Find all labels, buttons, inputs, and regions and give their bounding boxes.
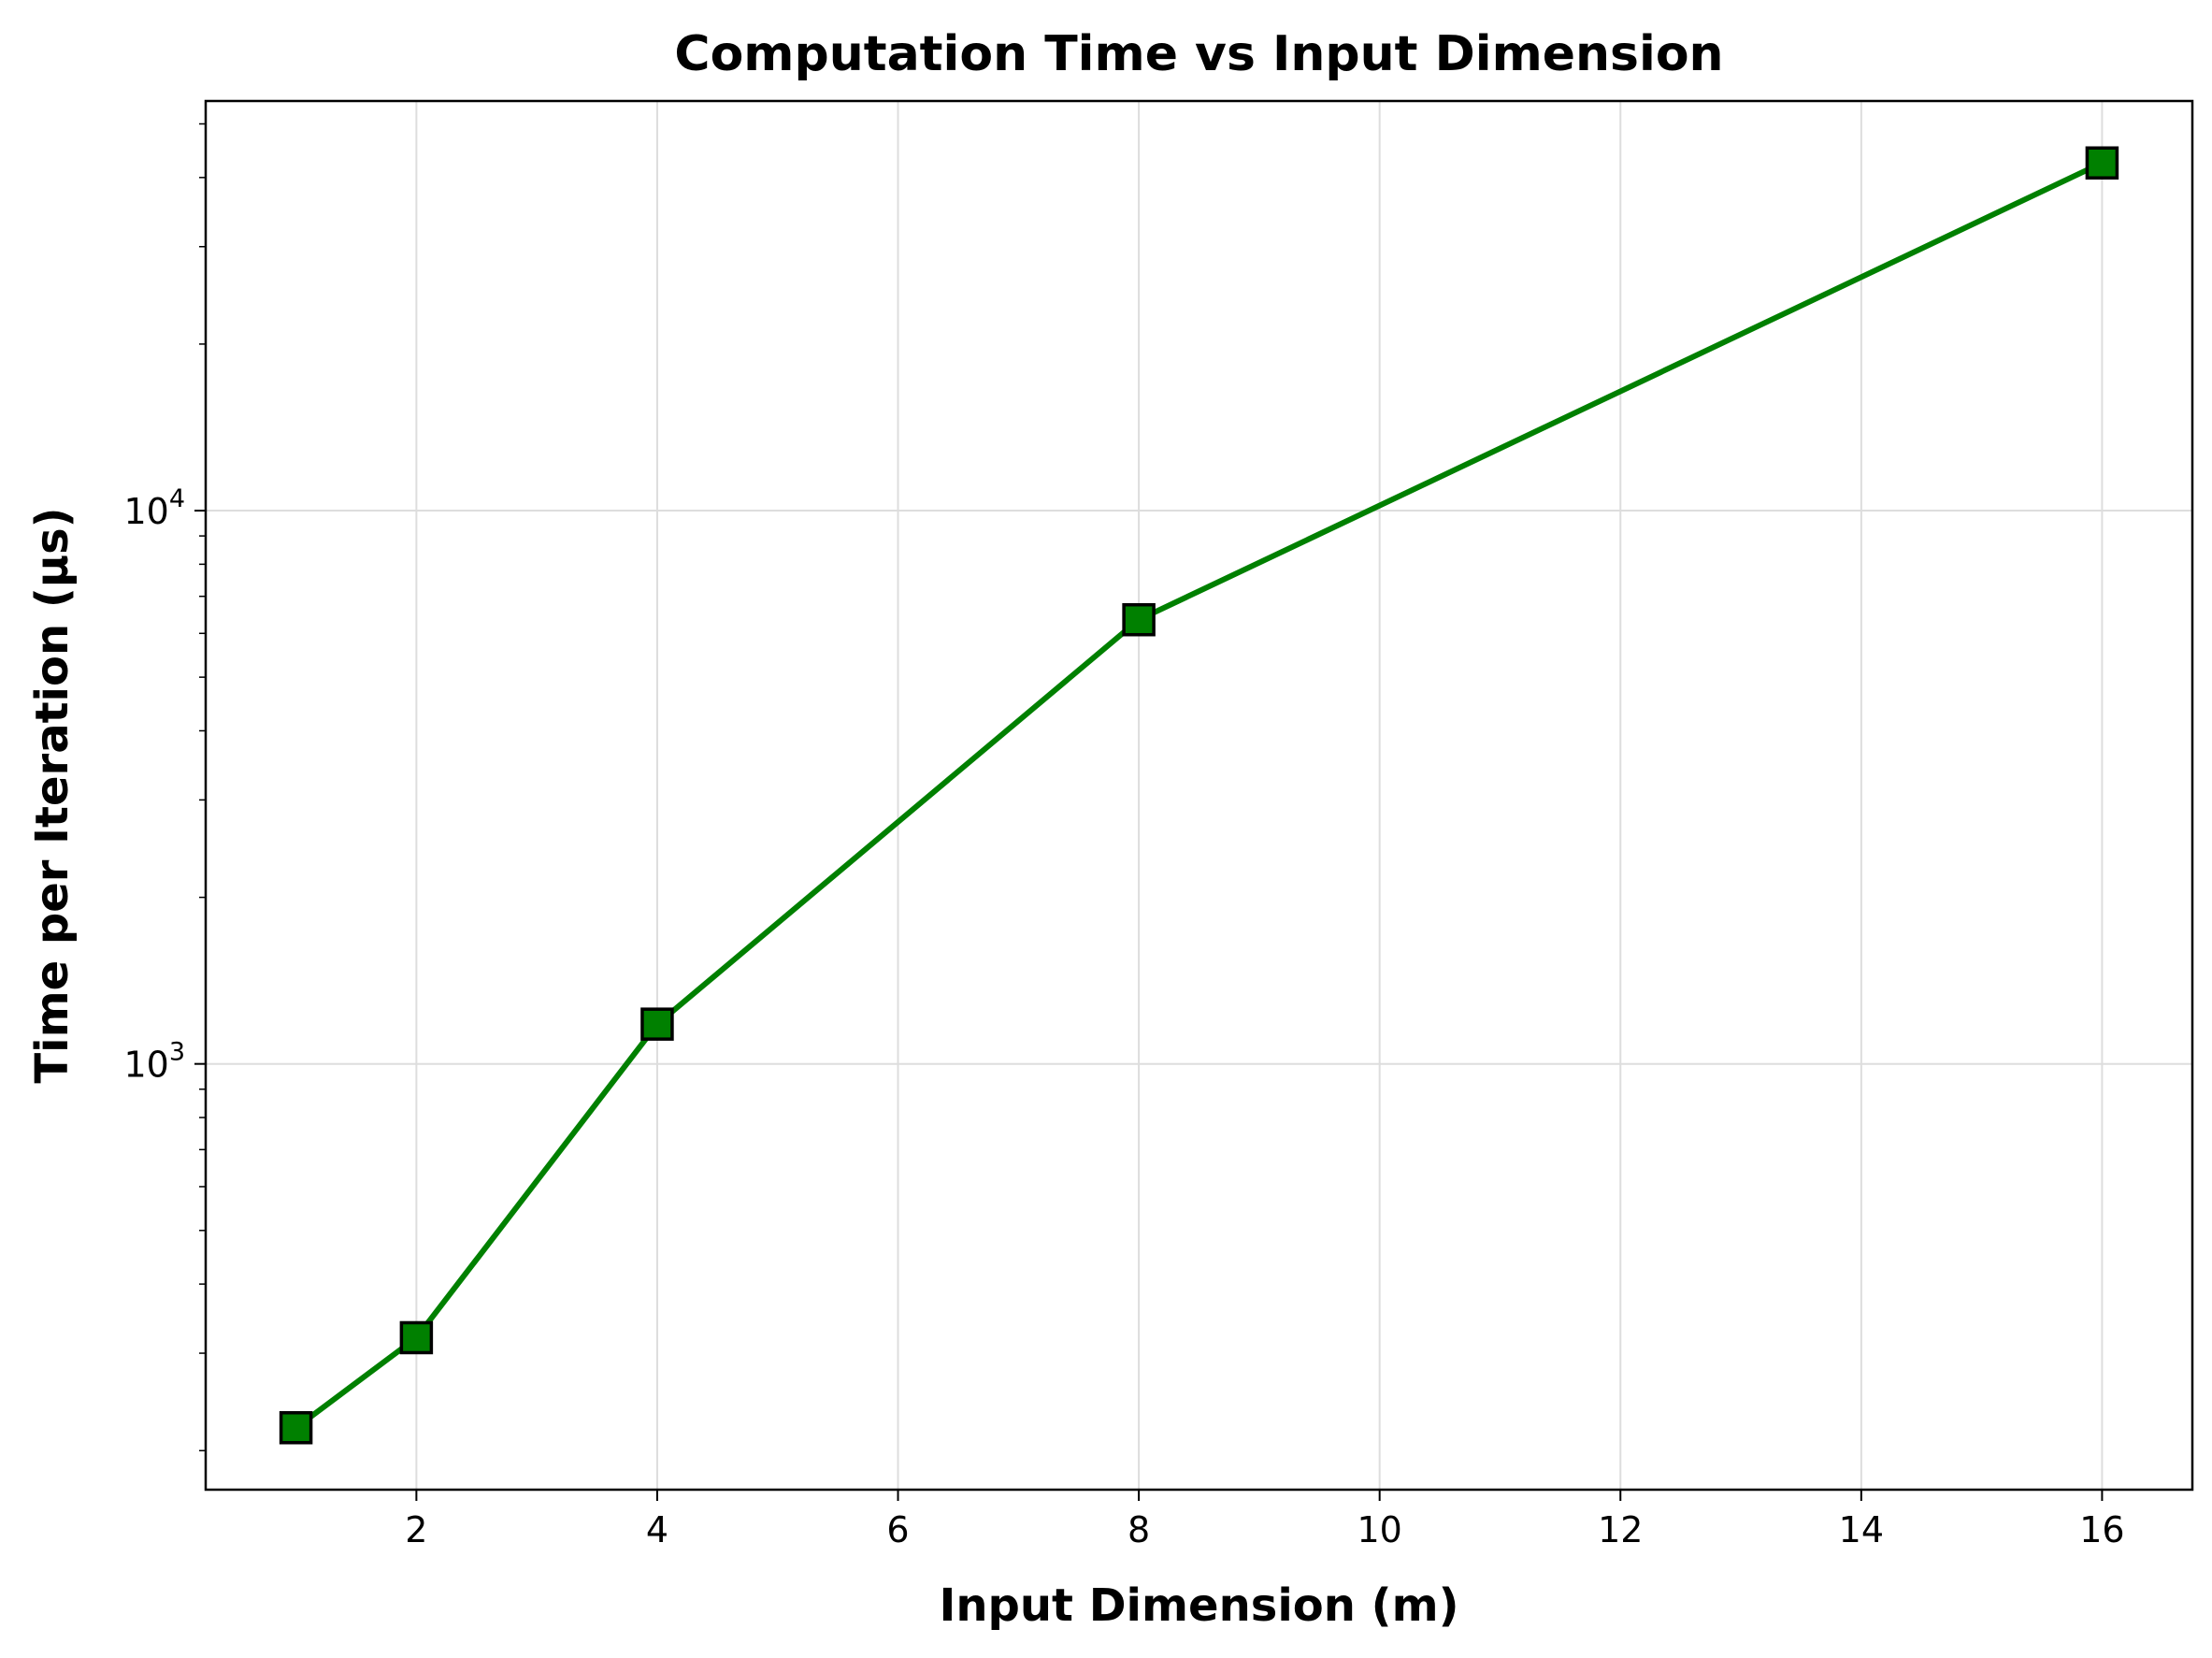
- x-tick-label: 12: [1598, 1509, 1643, 1550]
- data-point-marker: [1122, 602, 1156, 637]
- grid: [206, 101, 2192, 1490]
- ticks: 2 4 6 8 10 12 14 16 103 104: [123, 123, 2125, 1550]
- data-point-marker: [399, 1320, 434, 1355]
- x-tick-label: 8: [1128, 1509, 1150, 1550]
- marker-layer: [279, 146, 2119, 1445]
- plot-frame: [204, 99, 2194, 1492]
- data-point-marker: [279, 1411, 313, 1445]
- chart-title: Computation Time vs Input Dimension: [674, 26, 1723, 82]
- x-tick-label: 14: [1839, 1509, 1884, 1550]
- series-layer: [294, 160, 2104, 1431]
- x-tick-label: 4: [646, 1509, 668, 1550]
- data-point-marker: [640, 1007, 674, 1041]
- x-axis-label: Input Dimension (m): [939, 1579, 1458, 1632]
- y-axis-label: Time per Iteration (µs): [26, 507, 79, 1083]
- y-tick-label: 104: [123, 484, 185, 532]
- series-line: [294, 160, 2104, 1431]
- x-tick-label: 10: [1357, 1509, 1402, 1550]
- x-tick-label: 2: [405, 1509, 427, 1550]
- x-tick-label: 16: [2079, 1509, 2124, 1550]
- x-tick-label: 6: [886, 1509, 909, 1550]
- data-point-marker: [2085, 146, 2119, 180]
- y-tick-label: 103: [123, 1038, 185, 1086]
